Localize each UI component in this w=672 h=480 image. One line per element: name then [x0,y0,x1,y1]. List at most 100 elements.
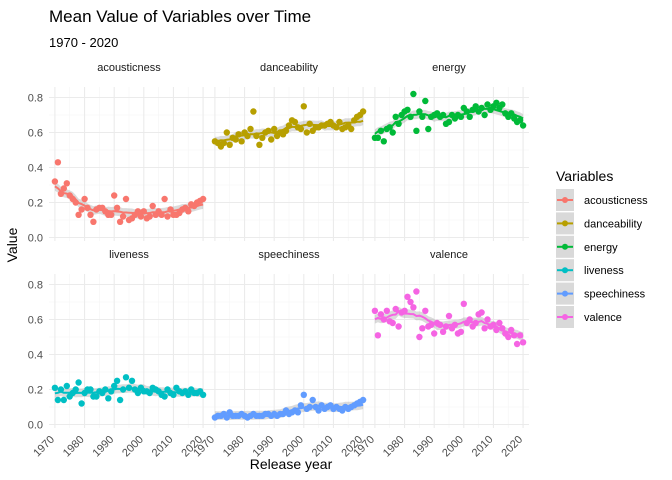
data-point-energy [493,99,500,107]
legend-title: Variables [556,168,613,184]
data-point-energy [466,113,473,121]
data-point-energy [404,106,411,114]
data-point-danceability [235,131,242,138]
data-point-valence [428,321,435,328]
data-point-acousticness [116,218,124,225]
data-point-energy [457,113,465,121]
panel-liveness: liveness [49,249,209,428]
data-point-liveness [146,389,153,397]
y-axis-title: Value [4,227,20,262]
data-point-speechiness [300,391,307,398]
data-point-energy [374,134,382,141]
x-tick-label: 2010 [470,434,496,460]
legend-point [562,314,568,320]
y-tick-labels: 0.0 0.2 0.4 0.6 0.8 0.0 0.2 0.4 0.6 0.8 [28,93,43,432]
data-point-valence [422,307,429,314]
data-point-valence [493,326,500,334]
data-point-acousticness [146,213,153,220]
panel-speechiness: speechiness [209,249,369,428]
data-point-acousticness [90,218,97,225]
data-point-acousticness [119,213,127,220]
panel-valence: valence [369,249,529,428]
data-point-valence [419,325,426,332]
data-point-liveness [72,386,79,393]
data-point-acousticness [167,206,174,213]
data-point-danceability [300,103,307,110]
legend-label: danceability [584,218,643,230]
data-point-valence [410,304,417,311]
data-point-liveness [105,395,112,402]
x-tick-label: 1990 [411,434,437,460]
legend-item-speechiness: speechiness [556,282,646,305]
data-point-valence [413,288,420,295]
x-tick-label: 1980 [61,434,87,460]
data-point-liveness [75,379,82,386]
data-point-acousticness [57,190,65,197]
data-point-energy [392,113,399,121]
data-point-valence [505,333,512,341]
data-point-energy [410,90,417,98]
legend-label: speechiness [584,289,646,301]
data-point-acousticness [113,204,121,211]
data-point-liveness [57,386,65,393]
data-point-energy [508,110,515,117]
facet-label-liveness: liveness [109,249,149,261]
data-point-energy [377,127,385,134]
data-point-valence [380,316,387,323]
data-point-acousticness [51,178,59,185]
chart-title: Mean Value of Variables over Time [49,7,311,26]
legend-label: liveness [584,265,624,277]
legend-item-acousticness: acousticness [556,189,648,211]
data-point-speechiness [315,407,322,414]
x-tick-label: 1980 [221,434,247,460]
data-point-valence [401,307,408,314]
legend-item-danceability: danceability [556,212,643,235]
data-point-liveness [125,384,133,391]
legend-item-valence: valence [556,306,622,328]
data-point-valence [460,300,467,307]
x-tick-label: 1970 [31,434,57,460]
data-point-liveness [128,377,136,384]
smooth-line-acousticness [54,185,204,216]
data-point-danceability [285,122,293,129]
facet-label-speechiness: speechiness [258,249,320,261]
data-point-valence [516,332,524,339]
data-point-energy [416,108,423,115]
data-point-acousticness [87,211,94,218]
data-point-energy [439,111,447,119]
legend-point [562,197,568,203]
data-point-danceability [359,108,367,115]
data-point-danceability [223,129,230,136]
data-point-valence [383,307,390,314]
data-point-liveness [108,388,115,395]
data-point-energy [419,113,426,121]
legend: Variables acousticness danceability energy… [556,168,648,328]
panel-acousticness: acousticness [49,62,209,241]
data-point-valence [508,326,515,334]
data-point-valence [377,311,385,318]
data-point-valence [407,298,414,306]
data-point-liveness [113,377,121,384]
data-point-liveness [170,391,177,398]
x-tick-label: 2020 [499,434,525,460]
data-point-valence [395,323,402,330]
data-point-danceability [232,136,239,143]
data-point-danceability [271,125,278,133]
data-point-liveness [134,389,142,397]
x-tick-label: 2000 [120,434,146,460]
data-point-valence [513,340,521,348]
data-point-acousticness [158,211,165,218]
facet-label-valence: valence [430,249,468,261]
data-point-valence [490,321,497,328]
data-point-liveness [60,396,67,404]
facet-panels: acousticness danceability energy liveness sp… [49,62,529,428]
data-point-acousticness [185,208,192,215]
data-point-acousticness [137,213,145,220]
data-point-liveness [161,393,168,400]
data-point-danceability [265,127,272,134]
smooth-band-valence [374,306,524,342]
data-point-valence [404,293,411,300]
data-point-liveness [116,396,124,404]
chart-subtitle: 1970 - 2020 [49,35,118,50]
